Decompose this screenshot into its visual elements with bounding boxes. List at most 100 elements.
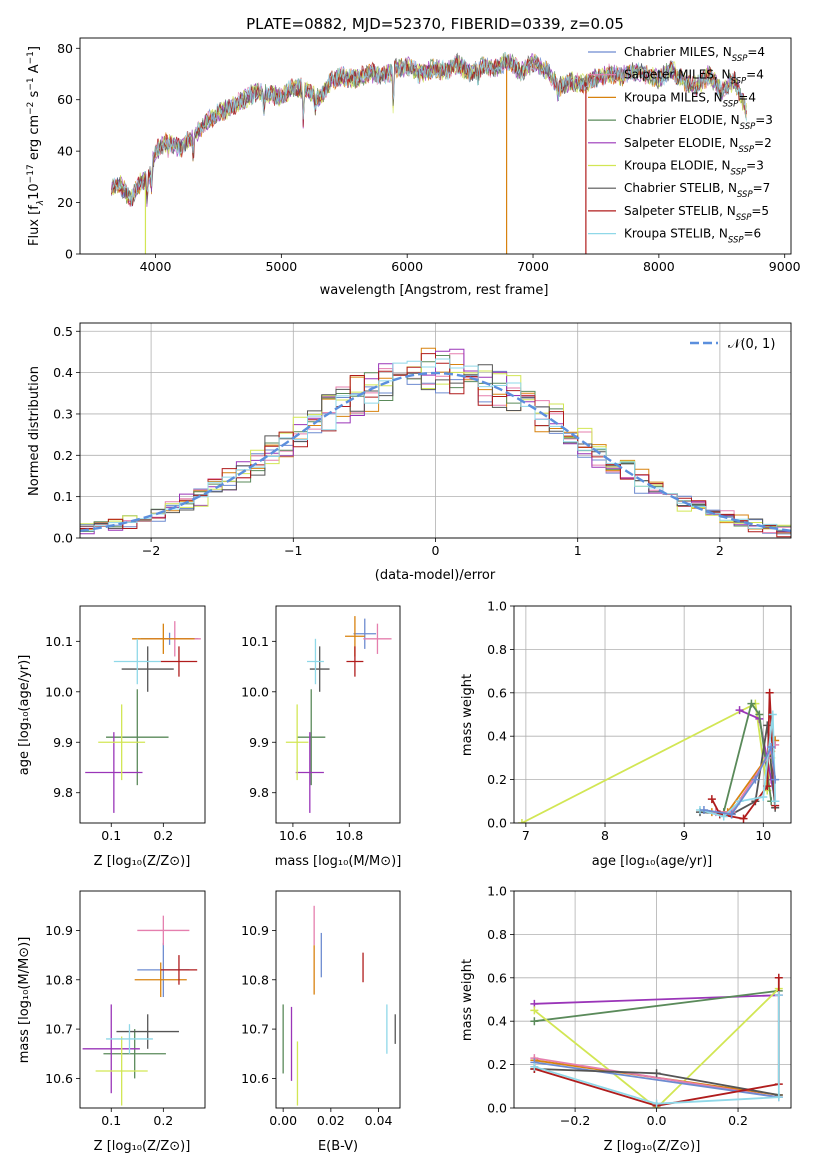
- y-tick-label: 0: [65, 247, 73, 262]
- massweight-vs-z-panel: Z [log₁₀(Z/Z⊙)] mass weight −0.2 0.0 0.2 0.…: [460, 884, 792, 1154]
- legend-entry: Kroupa MILES, NSSP=4: [624, 90, 756, 109]
- errorbar-point: [363, 623, 392, 654]
- massweight-marker: [652, 1099, 661, 1108]
- y-tick-label: 9.8: [53, 785, 73, 800]
- reference-gaussian-curve: [80, 371, 791, 532]
- plot-frame: [79, 890, 206, 1109]
- x-tick-label: 9: [680, 828, 688, 843]
- spectrum-ylabel-part: Flux [f: [27, 205, 42, 246]
- legend-entry-subscript: SSP: [731, 168, 747, 178]
- legend-entry-value: =7: [753, 181, 771, 195]
- mass-vs-z-ylabel: mass [log₁₀(M/M⊙)]: [17, 937, 32, 1064]
- massweight-vs-age-ylabel: mass weight: [460, 674, 475, 756]
- age-vs-z-xlabel: Z [log₁₀(Z/Z⊙)]: [94, 854, 191, 869]
- legend-entry-name: Chabrier STELIB, N: [624, 181, 737, 195]
- y-tick-label: 10.1: [45, 634, 73, 649]
- x-tick-label: 7000: [517, 259, 549, 274]
- y-tick-label: 10.0: [241, 684, 269, 699]
- massweight-marker: [755, 710, 764, 719]
- legend-entry-name: Kroupa MILES, N: [624, 90, 723, 104]
- y-tick-label: 20: [57, 195, 73, 210]
- spectrum-ylabel-part: −2: [26, 102, 36, 115]
- legend-entry-name: Salpeter STELIB, N: [624, 204, 736, 218]
- massweight-marker: [774, 973, 783, 982]
- legend-entry: Chabrier MILES, NSSP=4: [624, 45, 765, 64]
- x-tick-label: 0.2: [153, 828, 173, 843]
- errorbar-points: [85, 621, 201, 813]
- errorbar-point: [307, 638, 324, 685]
- errorbar-point: [134, 962, 187, 998]
- plot-frame: [275, 605, 401, 824]
- y-tick-label: 10.7: [45, 1022, 73, 1037]
- x-tick-label: 0.1: [101, 828, 121, 843]
- legend-entry-subscript: SSP: [731, 77, 747, 87]
- y-tick-label: 0.4: [53, 365, 73, 380]
- x-tick-label: 6000: [391, 259, 423, 274]
- massweight-marker: [517, 819, 526, 823]
- massweight-lines: [530, 973, 783, 1108]
- spectrum-ylabel-part: −17: [26, 164, 36, 183]
- y-tick-label: 10.8: [45, 972, 73, 987]
- massweight-marker: [530, 1062, 539, 1071]
- mass-vs-ebv-panel: E(B-V) 0.00 0.02 0.04 10.6 10.7 10.8 10.9: [241, 890, 401, 1154]
- errorbar-point: [113, 638, 161, 685]
- spectrum-ylabel-part: λ: [36, 200, 46, 206]
- legend-entry-subscript: SSP: [723, 99, 739, 109]
- mass-vs-ebv-xlabel: E(B-V): [318, 1139, 358, 1154]
- y-tick-label: 0.8: [487, 642, 507, 657]
- massweight-marker: [771, 775, 780, 784]
- x-tick-label: 10.8: [335, 828, 363, 843]
- massweight-marker: [735, 706, 744, 715]
- legend-entry-value: =4: [738, 90, 756, 104]
- y-tick-label: 1.0: [487, 884, 507, 899]
- errorbar-points: [82, 915, 198, 1106]
- age-vs-z-panel: Z [log₁₀(Z/Z⊙)] age [log₁₀(age/yr)] 0.1 0…: [17, 605, 206, 869]
- massweight-marker: [759, 792, 768, 801]
- errorbar-point: [95, 1036, 148, 1106]
- legend-entry-name: Chabrier ELODIE, N: [624, 113, 740, 127]
- y-tick-label: 10.1: [241, 634, 269, 649]
- massweight-vs-age-panel: age [log₁₀(age/yr)] mass weight 7 8 9 10 0.0…: [460, 599, 792, 869]
- massweight-marker: [767, 743, 776, 752]
- legend-entry-value: =3: [746, 159, 764, 173]
- y-tick-label: 0.4: [487, 1014, 507, 1029]
- massweight-marker: [727, 810, 736, 819]
- mass-vs-z-xlabel: Z [log₁₀(Z/Z⊙)]: [94, 1139, 191, 1154]
- figure-title: PLATE=0882, MJD=52370, FIBERID=0339, z=0…: [246, 15, 624, 33]
- spectrum-ylabel-part: A: [27, 64, 42, 77]
- x-tick-label: 10: [755, 828, 771, 843]
- errorbar-point: [285, 704, 309, 781]
- errorbar-point: [346, 646, 364, 677]
- legend-entry: Salpeter ELODIE, NSSP=2: [624, 136, 772, 155]
- massweight-marker: [771, 797, 780, 806]
- x-tick-label: 2: [716, 543, 724, 558]
- spectrum-series-line: [111, 51, 747, 204]
- legend-entry: Chabrier ELODIE, NSSP=3: [624, 113, 773, 132]
- massweight-marker: [699, 805, 708, 814]
- y-tick-label: 10.8: [241, 972, 269, 987]
- y-tick-label: 0.6: [487, 970, 507, 985]
- x-tick-label: 0.02: [317, 1113, 345, 1128]
- massweight-marker: [751, 775, 760, 784]
- errorbar-point: [295, 732, 324, 813]
- y-tick-label: 60: [57, 92, 73, 107]
- y-tick-label: 10.0: [45, 684, 73, 699]
- massweight-marker: [747, 699, 756, 708]
- residuals-xlabel: (data-model)/error: [375, 568, 496, 583]
- x-tick-label: 1: [574, 543, 582, 558]
- plot-frame: [79, 37, 792, 255]
- spectrum-ylabel-part: −1: [26, 77, 36, 90]
- y-tick-label: 0.0: [487, 1101, 507, 1116]
- errorbar-points: [282, 905, 396, 1106]
- spectrum-xlabel: wavelength [Angstrom, rest frame]: [320, 283, 549, 298]
- massweight-marker: [774, 1093, 783, 1102]
- legend-entry-value: =4: [746, 68, 764, 82]
- massweight-marker: [530, 1017, 539, 1026]
- legend-entry-value: =4: [747, 45, 765, 59]
- x-tick-label: 5000: [265, 259, 297, 274]
- errorbar-point: [106, 1024, 153, 1054]
- plot-frame: [79, 322, 792, 539]
- x-tick-label: 10.6: [279, 828, 307, 843]
